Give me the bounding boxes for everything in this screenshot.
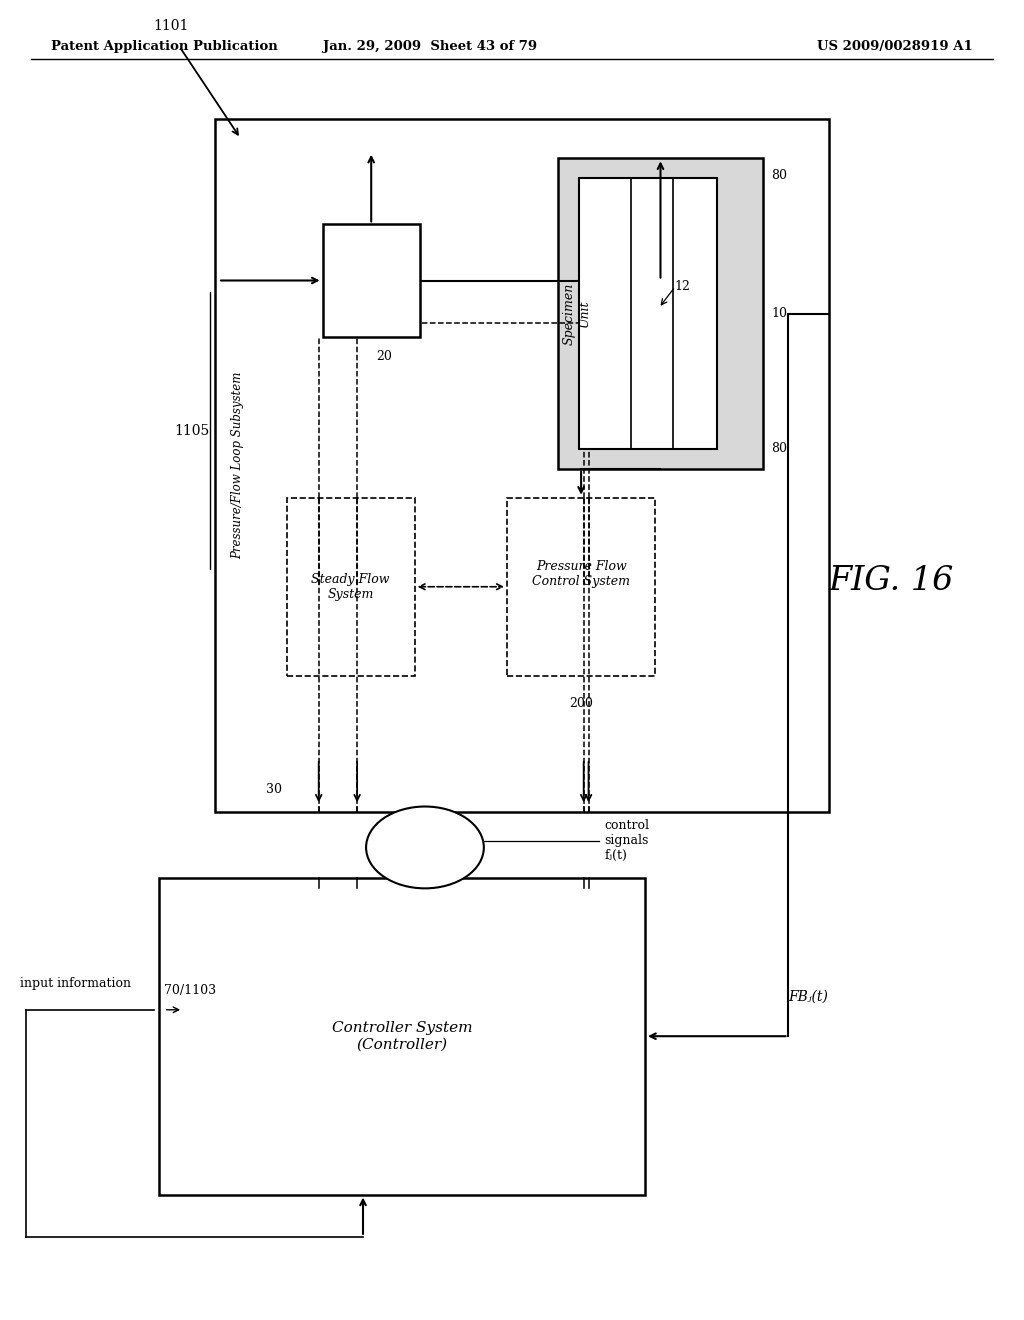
Ellipse shape <box>367 807 483 888</box>
Text: Jan. 29, 2009  Sheet 43 of 79: Jan. 29, 2009 Sheet 43 of 79 <box>323 40 538 53</box>
Text: FBⱼ(t): FBⱼ(t) <box>788 990 828 1003</box>
Bar <box>507 498 655 676</box>
Bar <box>323 224 420 337</box>
Text: Patent Application Publication: Patent Application Publication <box>51 40 278 53</box>
Text: Specimen
Unit: Specimen Unit <box>562 282 591 345</box>
Bar <box>287 498 415 676</box>
Text: 1105: 1105 <box>175 424 210 438</box>
Text: 80: 80 <box>771 169 787 182</box>
Bar <box>579 178 717 449</box>
Text: Controller System
(Controller): Controller System (Controller) <box>332 1022 472 1051</box>
Text: 80: 80 <box>771 442 787 455</box>
Text: 30: 30 <box>266 783 283 796</box>
Bar <box>558 158 763 469</box>
Bar <box>159 878 645 1195</box>
Text: 200: 200 <box>569 697 593 710</box>
Text: Pressure/Flow Loop Subsystem: Pressure/Flow Loop Subsystem <box>231 372 244 558</box>
Text: 20: 20 <box>377 350 392 363</box>
Text: 1101: 1101 <box>154 18 189 33</box>
Text: Steady Flow
System: Steady Flow System <box>311 573 390 601</box>
Text: input information: input information <box>20 977 131 990</box>
Text: FIG. 16: FIG. 16 <box>828 565 953 597</box>
Text: control
signals
fⱼ(t): control signals fⱼ(t) <box>604 820 649 862</box>
Text: Pressure Flow
Control System: Pressure Flow Control System <box>532 560 630 587</box>
Bar <box>215 119 829 812</box>
Text: 12: 12 <box>674 280 690 293</box>
Text: 70/1103: 70/1103 <box>164 983 216 997</box>
Text: US 2009/0028919 A1: US 2009/0028919 A1 <box>817 40 973 53</box>
Text: 10: 10 <box>771 308 787 319</box>
